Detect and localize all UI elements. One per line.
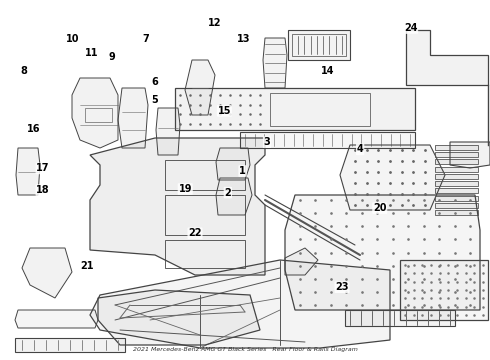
- Polygon shape: [340, 145, 445, 210]
- Text: 4: 4: [357, 144, 364, 154]
- Text: 21: 21: [80, 261, 94, 271]
- Polygon shape: [175, 88, 415, 130]
- Polygon shape: [90, 260, 390, 348]
- Polygon shape: [216, 178, 252, 215]
- Polygon shape: [435, 210, 478, 215]
- Text: 2021 Mercedes-Benz AMG GT Black Series   Rear Floor & Rails Diagram: 2021 Mercedes-Benz AMG GT Black Series R…: [133, 347, 357, 352]
- Polygon shape: [98, 290, 260, 345]
- Text: 18: 18: [36, 185, 50, 195]
- Text: 12: 12: [208, 18, 221, 28]
- Polygon shape: [435, 152, 478, 157]
- Polygon shape: [288, 30, 350, 60]
- Polygon shape: [285, 195, 480, 310]
- Polygon shape: [450, 142, 490, 168]
- Text: 20: 20: [373, 203, 387, 213]
- Text: 24: 24: [404, 23, 417, 33]
- Polygon shape: [15, 310, 98, 328]
- Text: 1: 1: [239, 166, 246, 176]
- Polygon shape: [435, 203, 478, 208]
- Text: 6: 6: [151, 77, 158, 87]
- Text: 11: 11: [85, 48, 99, 58]
- Polygon shape: [435, 167, 478, 172]
- Text: 2: 2: [224, 188, 231, 198]
- Text: 15: 15: [218, 106, 231, 116]
- Polygon shape: [22, 248, 72, 298]
- Polygon shape: [72, 78, 118, 148]
- Text: 23: 23: [335, 282, 349, 292]
- Polygon shape: [435, 195, 478, 201]
- Text: 22: 22: [188, 228, 202, 238]
- Polygon shape: [156, 108, 180, 155]
- Polygon shape: [285, 248, 318, 275]
- Text: 10: 10: [66, 34, 79, 44]
- Text: 14: 14: [320, 66, 334, 76]
- Polygon shape: [435, 188, 478, 193]
- Text: 9: 9: [108, 52, 115, 62]
- Polygon shape: [435, 174, 478, 179]
- Text: 19: 19: [178, 184, 192, 194]
- Polygon shape: [185, 60, 215, 115]
- Polygon shape: [16, 148, 40, 195]
- Polygon shape: [406, 30, 488, 85]
- Polygon shape: [435, 145, 478, 150]
- Text: 3: 3: [264, 137, 270, 147]
- Polygon shape: [435, 159, 478, 165]
- Polygon shape: [240, 132, 415, 148]
- Polygon shape: [345, 310, 455, 326]
- Polygon shape: [90, 138, 265, 275]
- Text: 17: 17: [36, 163, 50, 174]
- Text: 16: 16: [26, 124, 40, 134]
- Polygon shape: [263, 38, 287, 88]
- Polygon shape: [435, 181, 478, 186]
- Text: 8: 8: [20, 66, 27, 76]
- Polygon shape: [400, 260, 488, 320]
- Text: 5: 5: [151, 95, 158, 105]
- Polygon shape: [216, 148, 250, 180]
- Text: 7: 7: [143, 34, 149, 44]
- Text: 13: 13: [237, 34, 251, 44]
- Polygon shape: [15, 338, 125, 352]
- Polygon shape: [118, 88, 148, 148]
